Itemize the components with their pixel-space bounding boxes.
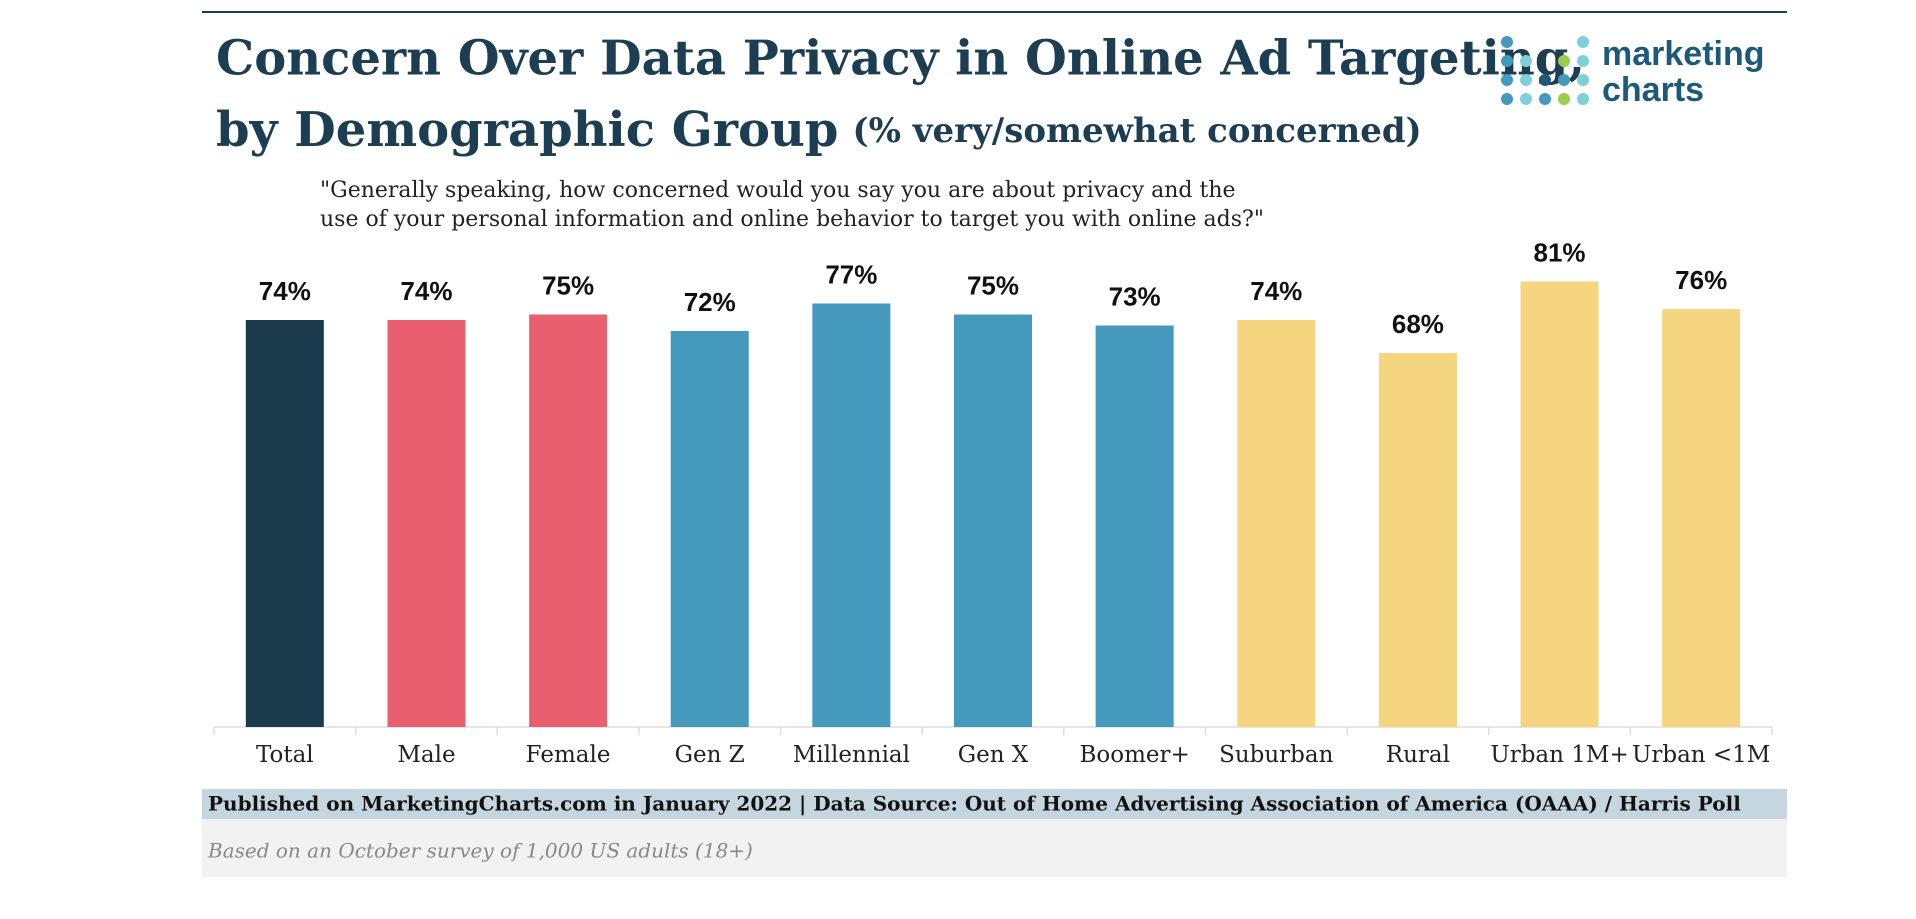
value-label: 75% — [967, 270, 1019, 300]
source-band — [202, 789, 1787, 819]
x-tick-label: Rural — [1386, 742, 1450, 768]
x-tick-label: Urban 1M+ — [1490, 742, 1628, 768]
logo-dot — [1577, 55, 1589, 67]
bar — [670, 331, 749, 727]
x-tick-label: Suburban — [1219, 742, 1334, 768]
value-label: 74% — [259, 276, 311, 306]
value-label: 77% — [825, 259, 877, 289]
x-tick-label: Male — [397, 742, 455, 768]
logo-dot — [1520, 93, 1532, 105]
logo-dot — [1501, 36, 1513, 48]
logo-dot — [1539, 93, 1551, 105]
bar — [1378, 353, 1457, 727]
logo-dot — [1501, 74, 1513, 86]
bar — [1662, 309, 1741, 727]
bar — [1095, 325, 1174, 727]
logo-dot — [1520, 55, 1532, 67]
chart-title: Concern Over Data Privacy in Online Ad T… — [216, 31, 1585, 87]
logo-dot — [1577, 36, 1589, 48]
value-label: 75% — [542, 270, 594, 300]
logo-dot — [1558, 74, 1570, 86]
logo-dot — [1501, 55, 1513, 67]
x-tick-label: Urban <1M — [1632, 742, 1770, 768]
question-line: use of your personal information and onl… — [320, 207, 1264, 232]
x-tick-label: Female — [526, 742, 611, 768]
value-label: 76% — [1675, 265, 1727, 295]
bar — [812, 303, 891, 727]
logo-dot — [1501, 93, 1513, 105]
x-tick-label: Millennial — [793, 742, 910, 768]
question-line: "Generally speaking, how concerned would… — [320, 178, 1236, 203]
bar — [529, 314, 608, 727]
logo-dots — [1501, 36, 1589, 105]
x-tick-label: Gen X — [958, 742, 1029, 768]
source-text: Published on MarketingCharts.com in Janu… — [208, 792, 1741, 816]
logo-dot — [1539, 74, 1551, 86]
logo-text: marketing — [1602, 35, 1765, 73]
logo: marketing charts — [1501, 35, 1765, 109]
value-label: 72% — [684, 287, 736, 317]
logo-dot — [1577, 74, 1589, 86]
x-tick-label: Gen Z — [675, 742, 745, 768]
value-label: 74% — [400, 276, 452, 306]
logo-text: charts — [1602, 71, 1704, 109]
x-tick-label: Total — [256, 742, 314, 768]
note-band — [202, 819, 1787, 877]
note-text: Based on an October survey of 1,000 US a… — [207, 839, 753, 863]
value-label: 73% — [1109, 281, 1161, 311]
logo-dot — [1558, 93, 1570, 105]
chart-title-line2: by Demographic Group (% very/somewhat con… — [216, 102, 1422, 158]
bar — [1520, 281, 1599, 727]
value-label: 74% — [1250, 276, 1302, 306]
x-tick-label: Boomer+ — [1079, 742, 1189, 768]
logo-dot — [1520, 74, 1532, 86]
bar — [1237, 320, 1316, 727]
bar — [245, 320, 324, 727]
bar — [954, 314, 1032, 727]
logo-dot — [1558, 55, 1570, 67]
value-label: 68% — [1392, 309, 1444, 339]
title-line2: by Demographic Group — [216, 102, 838, 158]
logo-dot — [1577, 93, 1589, 105]
chart-subtitle: (% very/somewhat concerned) — [852, 111, 1421, 151]
bar — [387, 320, 466, 727]
value-label: 81% — [1534, 237, 1586, 267]
